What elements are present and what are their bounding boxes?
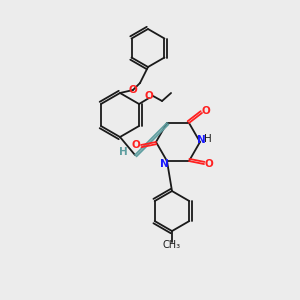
Text: H: H (118, 147, 127, 157)
Text: O: O (205, 159, 213, 169)
Text: N: N (160, 159, 168, 169)
Text: H: H (204, 134, 212, 144)
Text: O: O (129, 85, 137, 95)
Text: CH₃: CH₃ (163, 240, 181, 250)
Text: O: O (145, 91, 153, 101)
Text: O: O (202, 106, 210, 116)
Text: N: N (196, 135, 206, 145)
Text: O: O (132, 140, 140, 150)
